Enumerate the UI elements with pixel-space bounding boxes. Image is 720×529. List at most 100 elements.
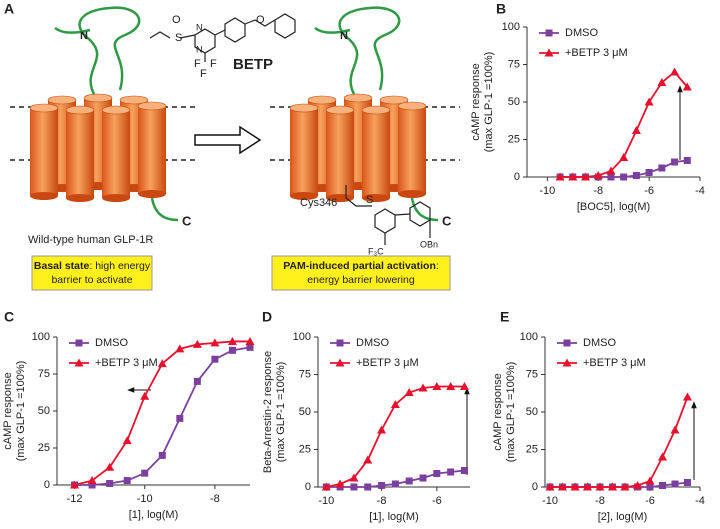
betp-structure	[149, 13, 296, 62]
y-axis-label: cAMP response	[492, 373, 504, 450]
marker	[657, 78, 667, 86]
marker	[175, 344, 185, 353]
marker	[645, 169, 653, 176]
y-tick-label: 25	[508, 133, 520, 145]
marker	[227, 336, 237, 345]
legend-label: +BETP 3 μM	[583, 357, 646, 369]
marker	[607, 173, 615, 181]
marker	[75, 339, 83, 347]
marker	[658, 164, 666, 172]
marker	[620, 173, 628, 181]
atom: F	[194, 58, 201, 70]
marker	[645, 476, 655, 485]
marker	[391, 480, 399, 488]
marker	[646, 483, 654, 491]
marker	[105, 462, 115, 471]
y-axis-label: cAMP response	[470, 63, 482, 140]
marker	[106, 480, 114, 488]
marker	[671, 158, 679, 166]
c-term: C	[442, 213, 452, 228]
callout	[31, 255, 153, 291]
marker	[683, 157, 691, 164]
callout-text: Basal state: high energy	[34, 260, 151, 272]
panel-a: A N C N C S O	[4, 1, 460, 291]
y-axis-label: (max GLP-1 =100%)	[505, 362, 517, 463]
marker	[460, 467, 468, 474]
y-tick-label: 25	[38, 442, 50, 454]
marker	[335, 358, 345, 367]
marker	[363, 455, 373, 464]
marker	[545, 29, 553, 37]
panel-letter: C	[4, 309, 14, 325]
bound-ligand	[345, 185, 431, 245]
marker	[544, 48, 554, 57]
x-tick-label: -4	[695, 185, 705, 197]
marker	[619, 153, 629, 161]
y-tick-label: 100	[502, 21, 520, 33]
marker	[670, 67, 680, 76]
callout-text: PAM-induced partial activation:	[283, 260, 439, 272]
y-tick-label: 0	[44, 479, 50, 491]
marker	[192, 339, 202, 348]
atom: O	[256, 14, 265, 26]
marker	[558, 482, 567, 491]
callout-text: energy barrier lowering	[307, 274, 415, 286]
x-axis-label: [1], log(M)	[129, 509, 179, 521]
y-tick-label: 75	[508, 58, 520, 70]
n-term: N	[80, 30, 88, 42]
marker	[245, 336, 255, 345]
x-tick-label: -12	[67, 493, 83, 505]
x-tick-label: -8	[595, 495, 605, 507]
callout-bold: Basal state	[34, 260, 90, 272]
x-axis-label: [1], log(M)	[369, 511, 419, 523]
marker	[228, 346, 236, 354]
callout-text: barrier to activate	[51, 274, 132, 286]
atom: O	[172, 14, 181, 26]
marker	[404, 388, 414, 396]
caption: Wild-type human GLP-1R	[28, 234, 153, 246]
marker	[682, 82, 692, 91]
panel-letter: D	[262, 309, 272, 325]
marker	[123, 477, 131, 485]
marker	[608, 482, 617, 491]
marker	[378, 482, 386, 489]
marker	[419, 474, 427, 482]
marker	[606, 166, 616, 175]
legend-label: DMSO	[583, 337, 616, 349]
marker	[568, 172, 578, 181]
y-tick-label: 50	[526, 406, 538, 418]
receptor-left	[29, 93, 167, 203]
callout-rest: :	[436, 260, 439, 272]
marker	[87, 476, 97, 485]
atom: F	[210, 58, 217, 70]
y-tick-label: 25	[526, 443, 538, 455]
y-axis-label: cAMP response	[2, 372, 14, 449]
y-axis-label: (max GLP-1 =100%)	[275, 362, 287, 463]
marker	[349, 473, 359, 482]
marker	[670, 425, 680, 434]
y-tick-label: 0	[532, 481, 538, 493]
arrow	[194, 125, 262, 155]
marker	[432, 382, 442, 390]
marker	[446, 382, 456, 390]
marker	[70, 480, 80, 489]
marker	[659, 482, 666, 489]
y-axis-label: Beta-Arrestin-2 response	[262, 351, 274, 473]
marker	[581, 172, 591, 181]
callout-rest: : high energy	[89, 260, 150, 272]
marker	[157, 359, 167, 368]
marker	[122, 436, 132, 445]
legend-label: +BETP 3 μM	[565, 47, 628, 59]
atom: F	[200, 68, 207, 80]
x-tick-label: -6	[644, 185, 654, 197]
marker	[684, 479, 691, 486]
compound-name: BETP	[233, 56, 273, 73]
marker	[377, 425, 387, 434]
atom: S	[175, 32, 182, 44]
legend-label: DMSO	[356, 337, 389, 349]
marker	[193, 377, 201, 385]
marker	[583, 482, 592, 491]
x-axis-label: [2], log(M)	[598, 511, 648, 523]
panel-letter: E	[500, 309, 509, 325]
